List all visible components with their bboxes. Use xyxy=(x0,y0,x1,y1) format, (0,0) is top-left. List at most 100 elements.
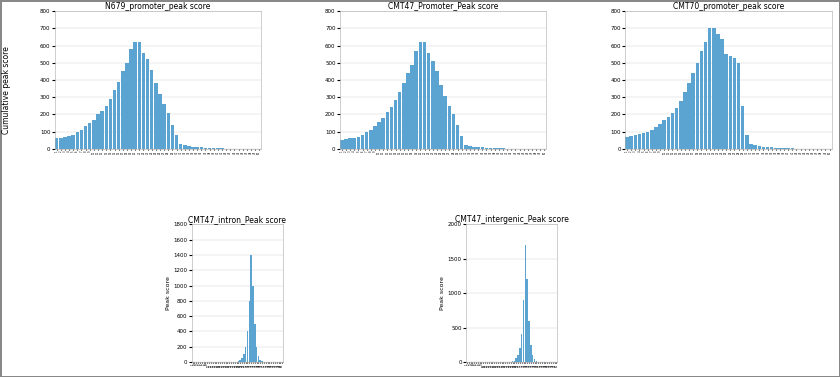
Bar xyxy=(381,118,385,149)
Bar xyxy=(629,136,633,149)
Title: N679_promoter_peak score: N679_promoter_peak score xyxy=(105,2,211,11)
Bar xyxy=(243,354,244,362)
Bar xyxy=(344,139,348,149)
Bar xyxy=(200,147,203,149)
Bar xyxy=(80,130,83,149)
Bar xyxy=(411,64,414,149)
Bar xyxy=(683,92,686,149)
Bar xyxy=(654,127,658,149)
Bar xyxy=(741,106,744,149)
Bar xyxy=(696,63,699,149)
Bar xyxy=(704,42,707,149)
Bar xyxy=(476,147,480,149)
Bar xyxy=(749,144,753,149)
Bar xyxy=(732,58,736,149)
Bar xyxy=(536,361,537,362)
Bar xyxy=(646,132,649,149)
Bar xyxy=(71,135,75,149)
Bar xyxy=(150,70,154,149)
Bar xyxy=(239,360,241,362)
Bar xyxy=(245,346,246,362)
Bar xyxy=(468,146,472,149)
Y-axis label: Peak score: Peak score xyxy=(165,276,171,310)
Bar xyxy=(708,29,711,149)
Bar xyxy=(142,52,145,149)
Bar xyxy=(260,360,261,362)
Bar xyxy=(770,147,774,149)
Bar xyxy=(365,132,369,149)
Bar xyxy=(250,255,252,362)
Bar xyxy=(679,101,683,149)
Bar xyxy=(439,85,443,149)
Bar xyxy=(766,147,769,149)
Bar xyxy=(402,83,406,149)
Bar xyxy=(774,148,778,149)
Bar xyxy=(517,355,519,362)
Bar xyxy=(638,134,641,149)
Bar xyxy=(778,148,782,149)
Title: CMT47_intergenic_Peak score: CMT47_intergenic_Peak score xyxy=(454,215,569,224)
Bar xyxy=(117,82,120,149)
Bar xyxy=(256,346,257,362)
Bar xyxy=(700,51,703,149)
Bar xyxy=(258,356,260,362)
Bar xyxy=(528,321,530,362)
Bar xyxy=(113,90,116,149)
Bar xyxy=(530,345,532,362)
Bar xyxy=(533,359,535,362)
Bar xyxy=(353,138,356,149)
Bar xyxy=(745,135,748,149)
Bar xyxy=(480,147,484,149)
Bar xyxy=(737,63,740,149)
Title: CMT70_promoter_peak score: CMT70_promoter_peak score xyxy=(673,2,784,11)
Bar xyxy=(166,113,170,149)
Bar xyxy=(464,144,468,149)
Bar xyxy=(633,135,637,149)
Bar xyxy=(435,72,438,149)
Bar xyxy=(522,300,524,362)
Bar xyxy=(691,73,695,149)
Bar xyxy=(423,42,426,149)
Bar xyxy=(377,122,381,149)
Bar xyxy=(179,144,182,149)
Bar xyxy=(92,120,96,149)
Bar xyxy=(414,51,418,149)
Bar xyxy=(138,42,141,149)
Bar xyxy=(663,120,666,149)
Bar xyxy=(527,279,528,362)
Bar xyxy=(667,117,670,149)
Bar xyxy=(241,358,243,362)
Bar xyxy=(158,94,162,149)
Bar xyxy=(758,146,761,149)
Bar xyxy=(340,140,344,149)
Bar xyxy=(84,126,87,149)
Bar xyxy=(207,148,212,149)
Bar xyxy=(192,147,195,149)
Bar xyxy=(721,39,724,149)
Bar xyxy=(63,137,66,149)
Bar xyxy=(670,113,675,149)
Bar xyxy=(97,115,100,149)
Bar xyxy=(373,126,376,149)
Bar xyxy=(753,146,757,149)
Bar xyxy=(448,106,451,149)
Bar xyxy=(407,73,410,149)
Bar xyxy=(390,107,393,149)
Bar xyxy=(444,95,447,149)
Bar xyxy=(513,360,515,362)
Title: CMT47_intron_Peak score: CMT47_intron_Peak score xyxy=(188,215,286,224)
Bar xyxy=(196,147,199,149)
Bar xyxy=(460,136,464,149)
Bar xyxy=(717,34,720,149)
Bar xyxy=(357,137,360,149)
Bar xyxy=(252,285,254,362)
Bar xyxy=(724,54,728,149)
Bar xyxy=(187,146,191,149)
Bar xyxy=(100,111,104,149)
Bar xyxy=(125,63,129,149)
Bar xyxy=(175,135,178,149)
Bar xyxy=(728,56,732,149)
Bar xyxy=(55,138,59,149)
Bar xyxy=(261,361,263,362)
Bar xyxy=(532,355,533,362)
